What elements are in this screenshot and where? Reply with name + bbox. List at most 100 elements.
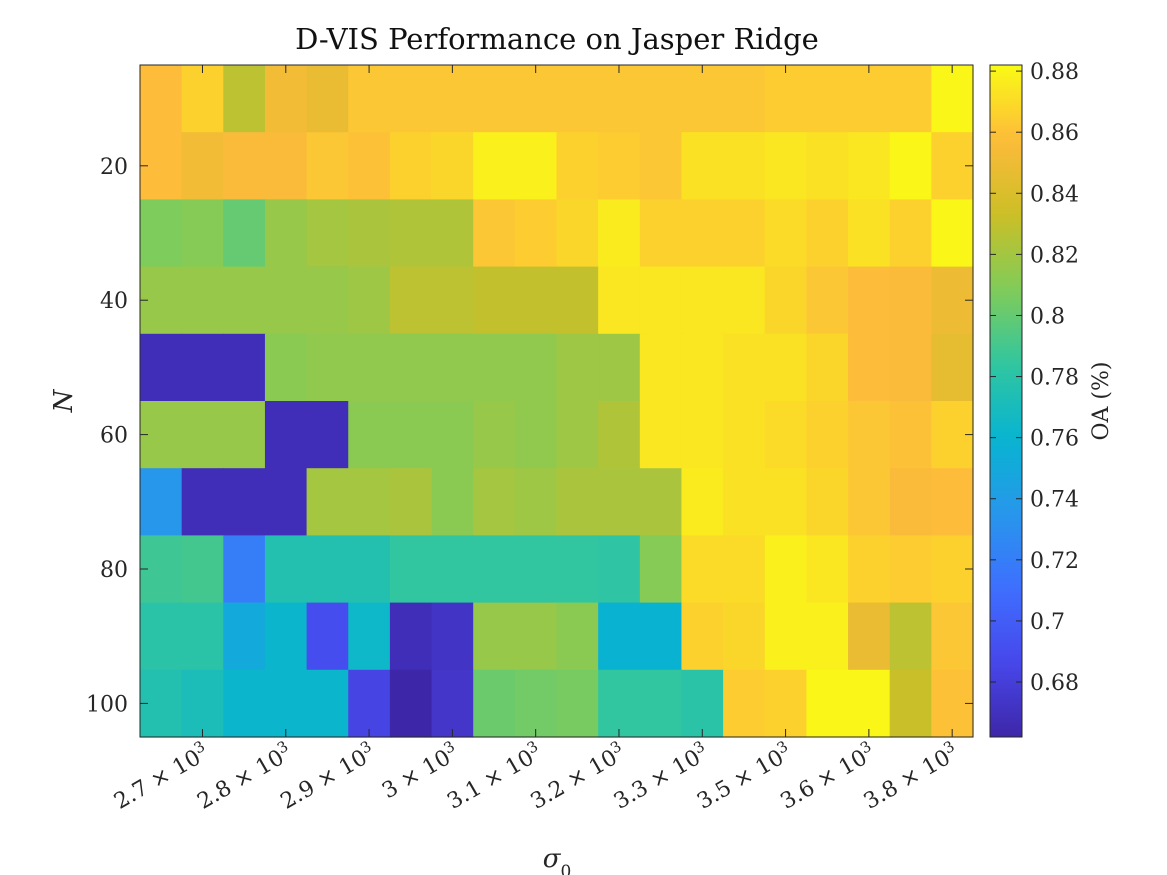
heatmap-cell	[681, 65, 724, 133]
heatmap-cell	[473, 468, 516, 536]
heatmap-cell	[639, 602, 683, 671]
heatmap-cell	[598, 199, 641, 268]
heatmap-cell	[264, 535, 308, 604]
x-tick-label: 3.5 × 103	[691, 737, 796, 815]
colorbar-tick-label: 0.78	[1030, 366, 1079, 391]
colorbar-tick-label: 0.68	[1030, 671, 1079, 696]
heatmap-cell	[848, 199, 891, 268]
heatmap-cell	[681, 333, 724, 402]
heatmap-cell	[723, 602, 766, 671]
heatmap-cell	[764, 602, 807, 671]
heatmap-cell	[723, 669, 766, 738]
colorbar-tick-label: 0.8	[1030, 304, 1065, 329]
heatmap-cell	[181, 468, 224, 536]
heatmap-cell	[473, 266, 516, 335]
heatmap-cell	[348, 132, 391, 200]
heatmap-cell	[348, 468, 391, 536]
heatmap-cell	[431, 65, 474, 133]
heatmap-cell	[223, 199, 266, 268]
heatmap-cell	[431, 132, 474, 200]
heatmap-cell	[264, 266, 308, 335]
heatmap-cell	[306, 199, 349, 268]
heatmap-cell	[473, 132, 516, 200]
heatmap-cell	[598, 65, 641, 133]
heatmap-cell	[806, 535, 849, 604]
heatmap-cell	[389, 333, 433, 402]
heatmap-cell	[598, 401, 641, 469]
heatmap-cell	[223, 65, 266, 133]
colorbar-tick-label: 0.88	[1030, 60, 1079, 85]
heatmap-cell	[140, 602, 183, 671]
heatmap-cell	[764, 132, 807, 200]
heatmap-cell	[223, 132, 266, 200]
heatmap-cell	[306, 468, 349, 536]
heatmap-cell	[431, 401, 474, 469]
x-tick-label: 3.1 × 103	[441, 737, 546, 815]
heatmap-cell	[181, 132, 224, 200]
heatmap-cell	[181, 65, 224, 133]
heatmap-cell	[473, 669, 516, 738]
heatmap-cell	[848, 468, 891, 536]
heatmap-cell	[556, 65, 599, 133]
heatmap-cell	[764, 199, 807, 268]
heatmap-cell	[598, 266, 641, 335]
heatmap-cell	[264, 199, 308, 268]
heatmap-cell	[556, 333, 599, 402]
heatmap-cell	[348, 333, 391, 402]
heatmap-cell	[889, 266, 932, 335]
heatmap-cell	[306, 535, 349, 604]
heatmap-cell	[848, 132, 891, 200]
heatmap-cell	[889, 401, 932, 469]
heatmap-cell	[348, 602, 391, 671]
heatmap-cell	[348, 266, 391, 335]
heatmap-cell	[806, 602, 849, 671]
x-axis-label: σ0	[543, 844, 572, 875]
colorbar-ticks: 0.68 0.7 0.72 0.74 0.76 0.78 0.8 0.82 0.84 0.86 0.…	[990, 60, 1079, 696]
heatmap-cell	[514, 333, 558, 402]
heatmap-cell	[556, 669, 599, 738]
heatmap-cell	[514, 132, 558, 200]
heatmap-cell	[598, 669, 641, 738]
heatmap-cell	[306, 132, 349, 200]
heatmap-cell	[264, 401, 308, 469]
y-axis-label: N	[49, 388, 79, 413]
heatmap-cell	[306, 333, 349, 402]
heatmap-cell	[514, 535, 558, 604]
heatmap-cell	[681, 669, 724, 738]
heatmap-cell	[431, 535, 474, 604]
heatmap-cell	[889, 602, 932, 671]
heatmap-cell	[348, 65, 391, 133]
heatmap-cell	[473, 65, 516, 133]
heatmap-cell	[348, 669, 391, 738]
heatmap-cell	[306, 266, 349, 335]
heatmap-cell	[306, 401, 349, 469]
heatmap-cell	[889, 468, 932, 536]
heatmap-cell	[889, 535, 932, 604]
heatmap-cell	[473, 333, 516, 402]
heatmap-cell	[848, 669, 891, 738]
heatmap-cell	[514, 401, 558, 469]
heatmap-cell	[931, 65, 974, 133]
heatmap-cell	[389, 535, 433, 604]
heatmap-cell	[723, 535, 766, 604]
heatmap-cell	[181, 669, 224, 738]
heatmap-cell	[931, 602, 974, 671]
colorbar-tick-label: 0.72	[1030, 549, 1079, 574]
heatmap-cell	[556, 535, 599, 604]
heatmap-cell	[848, 602, 891, 671]
heatmap-cell	[348, 199, 391, 268]
heatmap-cell	[556, 132, 599, 200]
heatmap-cell	[264, 468, 308, 536]
x-tick-label: 3.8 × 103	[858, 737, 963, 815]
heatmap-cell	[556, 602, 599, 671]
heatmap-cell	[556, 401, 599, 469]
heatmap-cell	[556, 266, 599, 335]
heatmap-cell	[598, 602, 641, 671]
y-tick-label: 40	[100, 289, 128, 314]
heatmap-cell	[389, 669, 433, 738]
heatmap-cell	[681, 401, 724, 469]
heatmap-cell	[389, 199, 433, 268]
heatmap-cell	[723, 65, 766, 133]
heatmap-cell	[264, 669, 308, 738]
heatmap-cell	[389, 468, 433, 536]
